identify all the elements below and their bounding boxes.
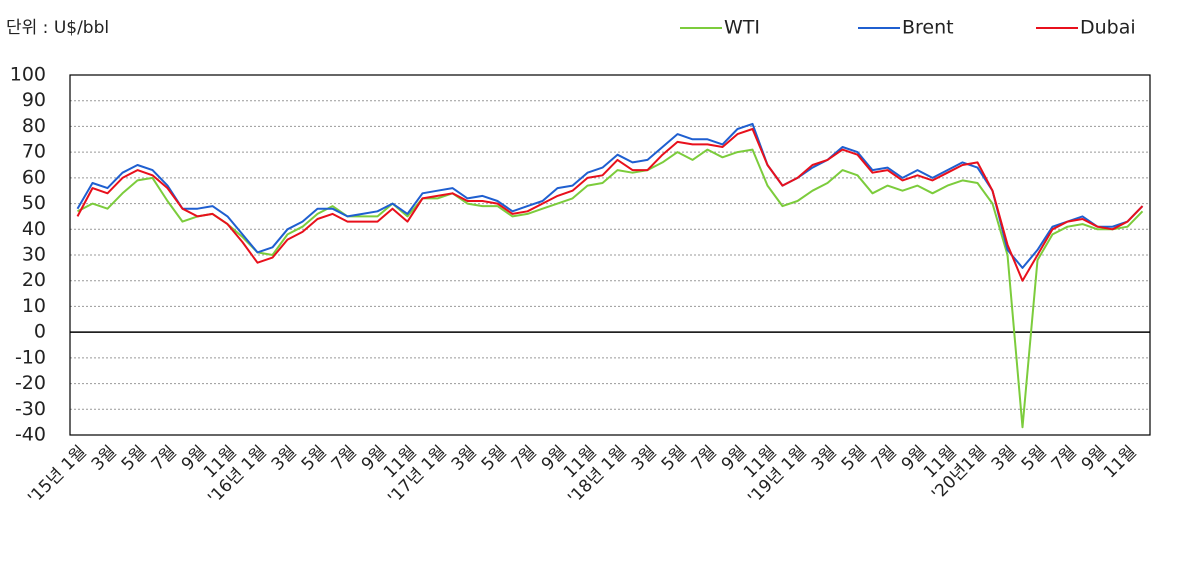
- x-tick-label: 5월: [658, 442, 691, 475]
- x-tick-label: 7월: [508, 442, 541, 475]
- series-line: [76, 122, 1144, 269]
- y-tick-label: 50: [22, 192, 46, 214]
- x-tick-label: 5월: [298, 442, 331, 475]
- y-tick-label: -30: [15, 398, 46, 420]
- series-line: [77, 148, 1144, 429]
- x-tick-label: 3월: [808, 442, 841, 475]
- y-tick-label: 90: [22, 89, 46, 111]
- y-tick-label: 40: [22, 218, 46, 240]
- series-line: [76, 128, 1144, 282]
- y-tick-label: 30: [22, 244, 46, 266]
- x-tick-label: 7월: [688, 442, 721, 475]
- x-tick-label: 5월: [1018, 442, 1051, 475]
- x-tick-label: '15년 1월: [24, 442, 90, 508]
- legend-label: WTI: [724, 17, 760, 39]
- y-tick-label: 100: [10, 64, 46, 86]
- x-tick-label: 7월: [328, 442, 361, 475]
- unit-label: 단위 : U$/bbl: [6, 18, 109, 38]
- x-tick-label: 5월: [478, 442, 511, 475]
- x-tick-label: 3월: [88, 442, 121, 475]
- y-tick-label: 70: [22, 141, 46, 163]
- legend-label: Dubai: [1080, 17, 1136, 39]
- y-tick-label: -20: [15, 372, 46, 394]
- x-tick-label: 5월: [118, 442, 151, 475]
- x-tick-label: 5월: [838, 442, 871, 475]
- y-tick-label: -40: [15, 424, 46, 446]
- y-tick-label: -10: [15, 346, 46, 368]
- y-tick-label: 60: [22, 166, 46, 188]
- plot-frame: [69, 74, 1151, 436]
- y-tick-label: 20: [22, 269, 46, 291]
- x-tick-label: 3월: [628, 442, 661, 475]
- x-tick-label: 3월: [268, 442, 301, 475]
- x-tick-label: 7월: [868, 442, 901, 475]
- legend-label: Brent: [902, 17, 954, 39]
- x-tick-label: 11월: [1100, 442, 1141, 483]
- x-tick-label: 3월: [448, 442, 481, 475]
- x-tick-label: 7월: [148, 442, 181, 475]
- x-tick-label: 3월: [988, 442, 1021, 475]
- x-tick-label: 7월: [1048, 442, 1081, 475]
- y-tick-label: 80: [22, 115, 46, 137]
- y-tick-label: 10: [22, 295, 46, 317]
- y-tick-label: 0: [34, 321, 46, 343]
